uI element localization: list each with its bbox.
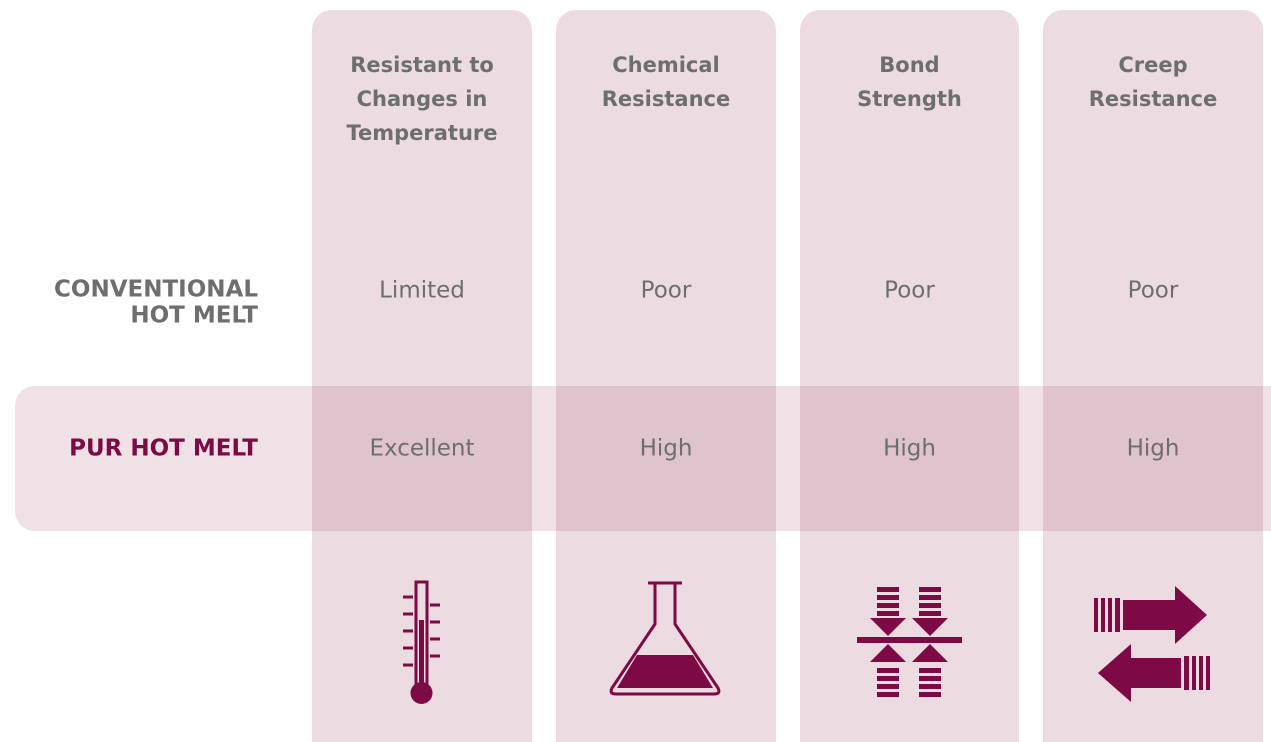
column-bg	[1043, 10, 1263, 742]
cell-value: Poor	[641, 278, 692, 304]
column-header: Changes in	[357, 87, 488, 111]
column-bg	[312, 10, 532, 742]
column-header: Strength	[857, 87, 962, 111]
creep-resistance-icon	[1094, 586, 1210, 702]
column-header: Resistance	[602, 87, 730, 111]
column-header: Chemical	[612, 53, 720, 77]
column-header: Resistant to	[350, 53, 494, 77]
column-header: Bond	[879, 53, 939, 77]
bond-strength-icon	[857, 587, 962, 697]
column-header: Creep	[1118, 53, 1187, 77]
cell-value: High	[640, 436, 693, 462]
cell-value: High	[883, 436, 936, 462]
cell-value: Poor	[1128, 278, 1179, 304]
column-header: Temperature	[346, 121, 497, 145]
column-backgrounds	[312, 10, 1263, 742]
cell-value: Excellent	[369, 436, 474, 462]
flask-icon	[609, 581, 721, 696]
cell-value: Limited	[379, 278, 465, 304]
highlight-row-band	[15, 386, 1271, 531]
cell-value: High	[1127, 436, 1180, 462]
column-bg	[556, 10, 776, 742]
cell-value: Poor	[884, 278, 935, 304]
row-label: CONVENTIONAL	[54, 277, 258, 303]
row-label: HOT MELT	[130, 303, 258, 329]
row-label: PUR HOT MELT	[69, 436, 258, 462]
column-header: Resistance	[1089, 87, 1217, 111]
table-texts: Resistant to Changes in Temperature Chemica…	[54, 53, 1217, 462]
thermometer-icon	[403, 580, 440, 704]
column-bg	[800, 10, 1019, 742]
